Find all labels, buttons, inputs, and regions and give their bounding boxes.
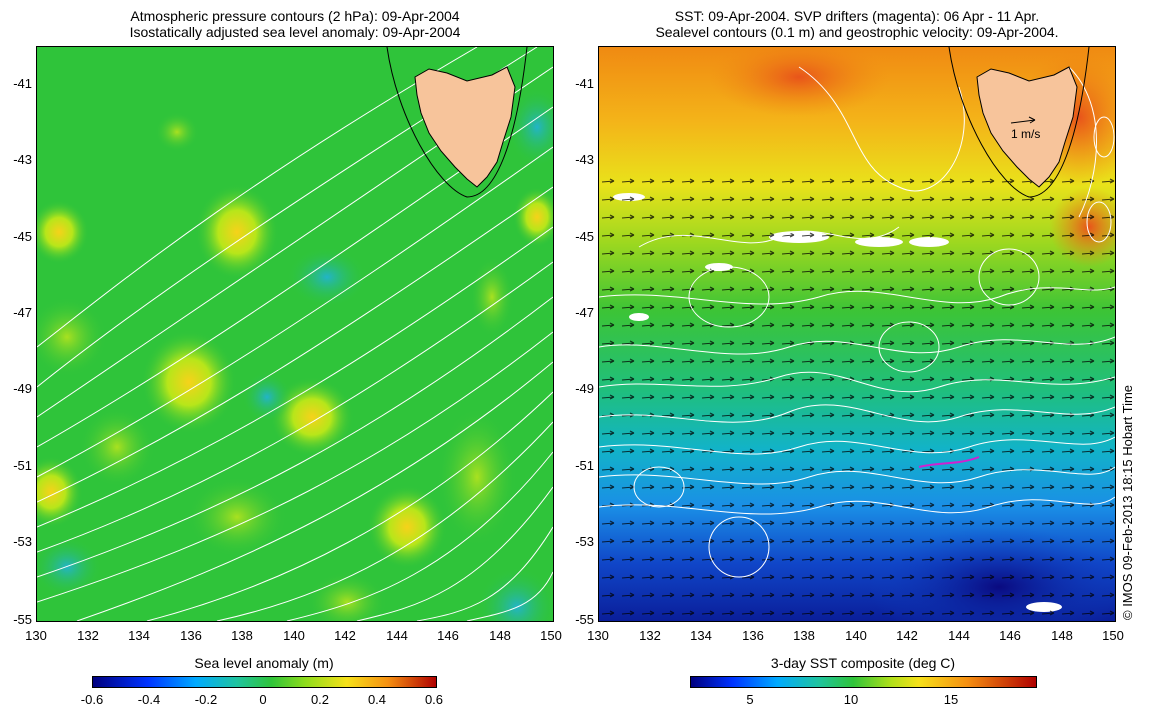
svp-drifter-track bbox=[918, 456, 980, 468]
left-xtick: 144 bbox=[386, 628, 408, 643]
left-ytick: -49 bbox=[13, 381, 32, 396]
left-colorbar-label: Sea level anomaly (m) bbox=[194, 655, 334, 671]
left-xtick: 130 bbox=[25, 628, 47, 643]
left-xtick: 140 bbox=[283, 628, 305, 643]
shelf-contour bbox=[948, 47, 1090, 198]
velocity-scale-arrow bbox=[1010, 116, 1036, 124]
left-ytick: -47 bbox=[13, 305, 32, 320]
tasmania-landmass bbox=[976, 66, 1078, 188]
right-panel-title: SST: 09-Apr-2004. SVP drifters (magenta)… bbox=[598, 8, 1116, 40]
right-cbar-tick: 15 bbox=[943, 692, 959, 707]
copyright-credit: © IMOS 09-Feb-2013 18:15 Hobart Time bbox=[1120, 384, 1135, 620]
right-ytick: -51 bbox=[575, 458, 594, 473]
right-xtick: 134 bbox=[690, 628, 712, 643]
right-ytick: -47 bbox=[575, 305, 594, 320]
left-title-line2: Isostatically adjusted sea level anomaly… bbox=[129, 24, 461, 40]
right-xtick: 148 bbox=[1051, 628, 1073, 643]
left-xtick: 136 bbox=[180, 628, 202, 643]
right-cbar-tick: 10 bbox=[843, 692, 859, 707]
left-xtick: 132 bbox=[77, 628, 99, 643]
sealevel-contours bbox=[599, 66, 1115, 578]
left-ytick: -55 bbox=[13, 612, 32, 627]
left-xtick: 146 bbox=[437, 628, 459, 643]
right-ytick: -53 bbox=[575, 534, 594, 549]
sea-level-anomaly-svg bbox=[37, 47, 553, 621]
left-cbar-tick: 0.2 bbox=[310, 692, 330, 707]
left-xtick: 150 bbox=[540, 628, 562, 643]
right-colorbar bbox=[690, 676, 1037, 688]
right-ytick: -55 bbox=[575, 612, 594, 627]
shelf-contour bbox=[386, 47, 528, 198]
right-ytick: -41 bbox=[575, 76, 594, 91]
tasmania-landmass bbox=[414, 66, 516, 188]
left-panel-title: Atmospheric pressure contours (2 hPa): 0… bbox=[36, 8, 554, 40]
left-xtick: 138 bbox=[231, 628, 253, 643]
right-xtick: 146 bbox=[999, 628, 1021, 643]
left-cbar-tick: 0.4 bbox=[367, 692, 387, 707]
right-xtick: 144 bbox=[948, 628, 970, 643]
right-xtick: 136 bbox=[742, 628, 764, 643]
right-title-line1: SST: 09-Apr-2004. SVP drifters (magenta)… bbox=[674, 8, 1040, 24]
right-title-line2: Sealevel contours (0.1 m) and geostrophi… bbox=[655, 24, 1059, 40]
right-xtick: 142 bbox=[896, 628, 918, 643]
sst-map: 1 m/s bbox=[598, 46, 1116, 622]
left-cbar-tick: -0.4 bbox=[137, 692, 161, 707]
sla-anomaly-patches bbox=[37, 87, 553, 621]
left-ytick: -41 bbox=[13, 76, 32, 91]
left-title-line1: Atmospheric pressure contours (2 hPa): 0… bbox=[130, 8, 460, 24]
left-xtick: 148 bbox=[489, 628, 511, 643]
right-ytick: -49 bbox=[575, 381, 594, 396]
velocity-scale-label: 1 m/s bbox=[1011, 127, 1041, 141]
right-xtick: 132 bbox=[639, 628, 661, 643]
right-ytick: -45 bbox=[575, 229, 594, 244]
geostrophic-velocity-arrows bbox=[599, 177, 1115, 621]
left-ytick: -43 bbox=[13, 152, 32, 167]
left-ytick: -53 bbox=[13, 534, 32, 549]
right-xtick: 138 bbox=[793, 628, 815, 643]
sst-svg bbox=[599, 47, 1115, 621]
left-cbar-tick: 0.6 bbox=[424, 692, 444, 707]
left-ytick: -51 bbox=[13, 458, 32, 473]
right-colorbar-label: 3-day SST composite (deg C) bbox=[770, 655, 956, 671]
left-cbar-tick: -0.2 bbox=[194, 692, 218, 707]
right-xtick: 140 bbox=[845, 628, 867, 643]
left-ytick: -45 bbox=[13, 229, 32, 244]
left-cbar-tick: 0 bbox=[259, 692, 267, 707]
left-xtick: 142 bbox=[334, 628, 356, 643]
left-xtick: 134 bbox=[128, 628, 150, 643]
left-colorbar bbox=[92, 676, 437, 688]
sea-level-anomaly-map bbox=[36, 46, 554, 622]
right-xtick: 130 bbox=[587, 628, 609, 643]
left-cbar-tick: -0.6 bbox=[80, 692, 104, 707]
right-cbar-tick: 5 bbox=[746, 692, 754, 707]
right-xtick: 150 bbox=[1102, 628, 1124, 643]
right-ytick: -43 bbox=[575, 152, 594, 167]
